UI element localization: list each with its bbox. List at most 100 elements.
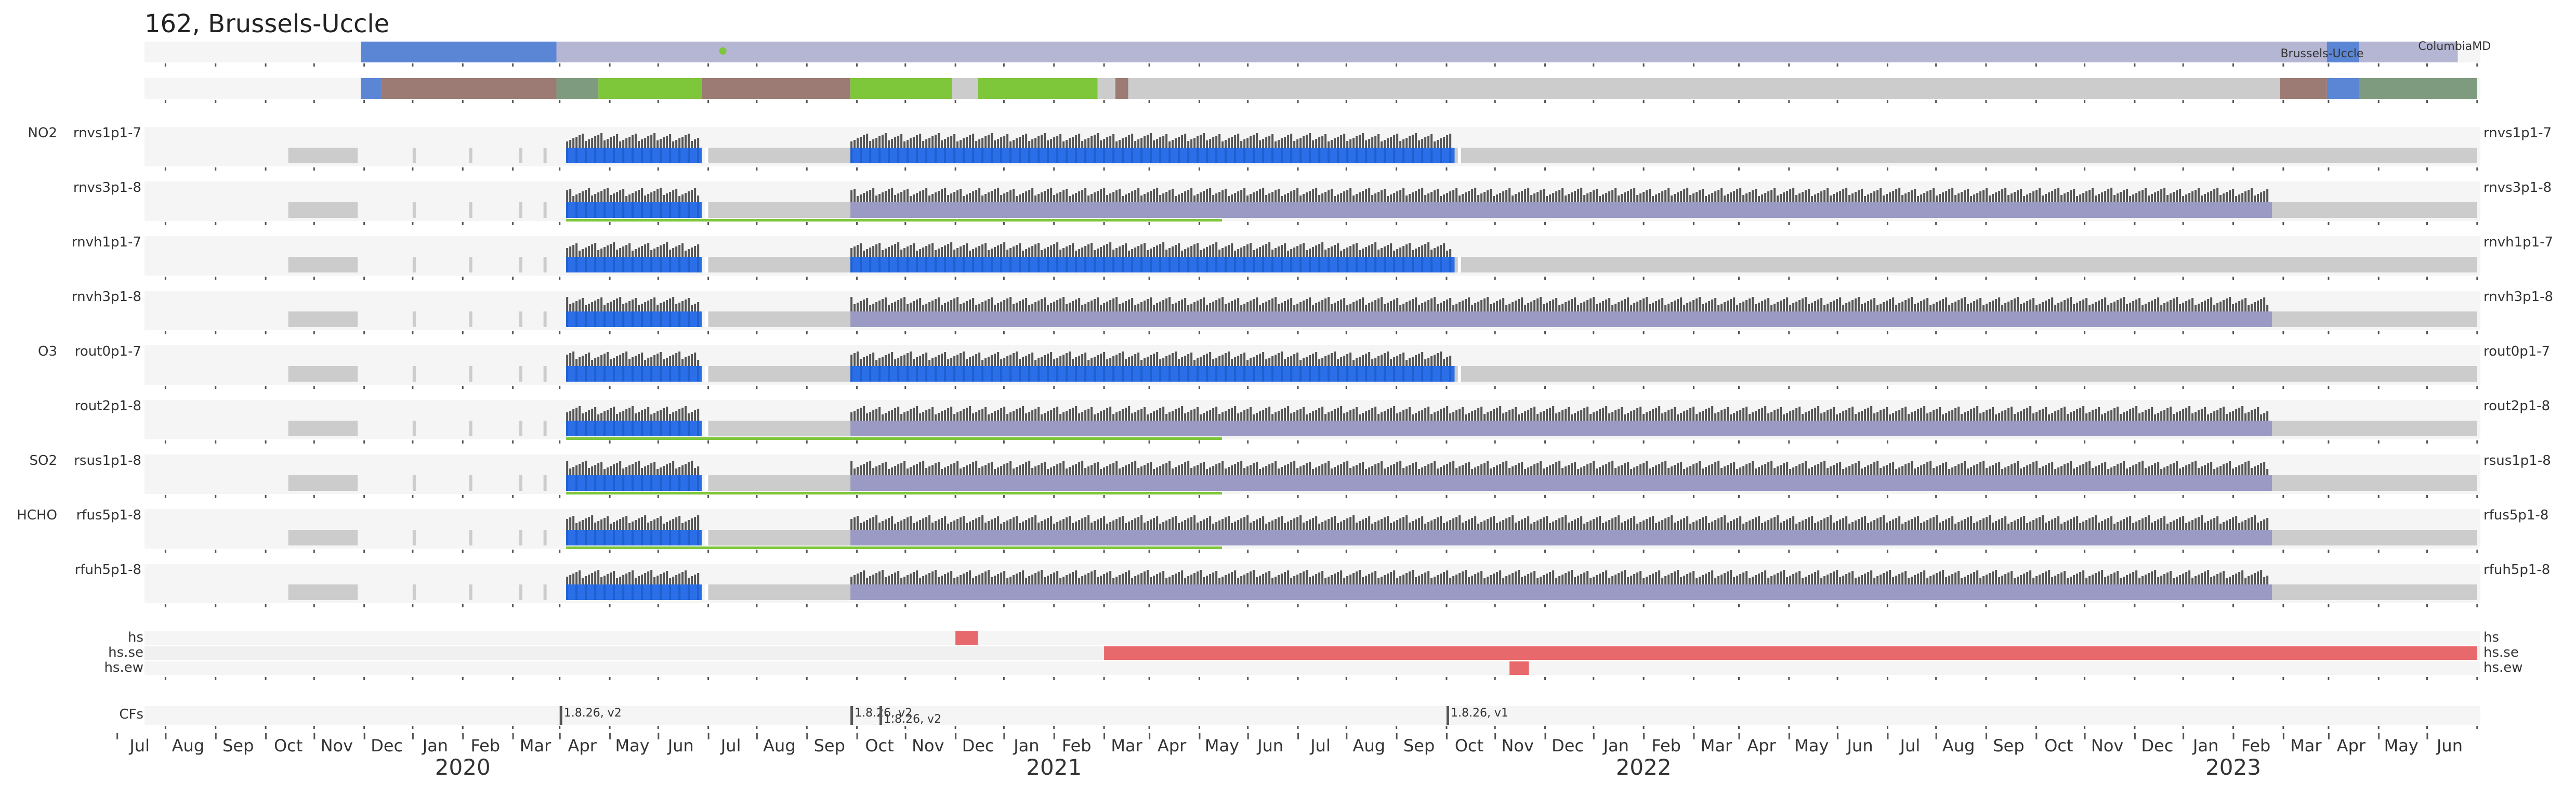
measurement-bar [1390, 572, 1392, 584]
measurement-bar [1914, 411, 1916, 421]
measurement-bar [991, 462, 993, 475]
measurement-bar [1271, 463, 1274, 475]
measurement-bar [1168, 248, 1171, 257]
measurement-band [850, 475, 2272, 491]
measurement-bar [866, 462, 869, 475]
measurement-bar [1290, 148, 1293, 163]
measurement-bar [1031, 304, 1034, 311]
measurement-bar [1976, 406, 1979, 421]
measurement-bar [2076, 574, 2079, 584]
measurement-bar [897, 407, 900, 421]
measurement-bar [1443, 194, 1445, 202]
measurement-bar [910, 245, 912, 257]
measurement-bar [1858, 461, 1860, 475]
measurement-bar [1851, 300, 1854, 311]
measurement-bar [669, 366, 672, 382]
measurement-bar [2073, 468, 2075, 475]
month-tick [1593, 167, 1595, 171]
measurement-bar [656, 518, 659, 530]
measurement-bar [566, 584, 569, 600]
measurement-bar [1193, 244, 1196, 257]
measurement-bar [1343, 578, 1346, 584]
measurement-bar [1421, 303, 1424, 311]
measurement-bar [1009, 461, 1012, 475]
measurement-bar [1568, 407, 1570, 421]
measurement-bar [1474, 188, 1477, 202]
measurement-bar [685, 406, 687, 421]
measurement-bar [1833, 301, 1835, 311]
month-tick [2282, 63, 2284, 67]
month-tick [1445, 277, 1448, 280]
measurement-bar [572, 467, 575, 475]
measurement-bar [641, 139, 643, 148]
measurement-bar [1178, 465, 1180, 475]
measurement-bar [1499, 570, 1502, 584]
measurement-bar [1034, 138, 1037, 148]
measurement-bar [1134, 141, 1137, 148]
measurement-bar [1340, 251, 1343, 257]
measurement-bar [866, 520, 869, 530]
measurement-bar [579, 135, 581, 148]
month-tick [215, 550, 217, 553]
measurement-bar [2201, 302, 2203, 311]
measurement-bar [1914, 517, 1916, 530]
measurement-bar [1250, 407, 1252, 421]
measurement-bar [2026, 523, 2029, 530]
measurement-bar [878, 301, 881, 311]
measurement-bar [566, 366, 569, 382]
measurement-bar [644, 302, 647, 311]
month-tick [2182, 440, 2184, 444]
measurement-bar [1826, 468, 1829, 475]
measurement-bar [1689, 195, 1692, 202]
measurement-bar [1371, 524, 1374, 530]
measurement-bar [1512, 302, 1514, 311]
measurement-bar [1165, 356, 1168, 366]
measurement-bar [1312, 469, 1315, 475]
axis-tick [1837, 733, 1839, 739]
measurement-bar [1979, 413, 1982, 421]
measurement-bar [922, 576, 925, 584]
measurement-bar [1259, 354, 1261, 366]
measurement-bar [1284, 243, 1286, 257]
measurement-bar [1306, 192, 1308, 202]
measurement-bar [1315, 467, 1318, 475]
measurement-bar [1112, 298, 1115, 311]
measurement-bar [1159, 137, 1162, 148]
measurement-bar [1546, 196, 1548, 202]
measurement-bar [2201, 573, 2203, 584]
month-tick [215, 604, 217, 607]
measurement-bar [2045, 571, 2047, 584]
measurement-bar [607, 245, 609, 257]
measurement-bar [875, 196, 878, 202]
measurement-bar [2026, 572, 2029, 584]
measurement-bar [1122, 148, 1124, 163]
measurement-bar [944, 410, 947, 421]
measurement-bar [938, 297, 940, 311]
measurement-bar [672, 355, 675, 366]
measurement-bar [960, 517, 962, 530]
measurement-bar [1642, 298, 1645, 311]
measurement-bar [1013, 353, 1015, 366]
measurement-bar [1144, 571, 1146, 584]
measurement-bar [697, 138, 700, 148]
axis-tick [512, 733, 514, 739]
measurement-bar [2054, 411, 2057, 421]
measurement-bar [1343, 191, 1346, 202]
measurement-bar [1493, 409, 1495, 421]
measurement-bar [1312, 305, 1315, 311]
measurement-bar [1190, 468, 1193, 475]
measurement-bar [1000, 366, 1003, 382]
measurement-bar [1081, 248, 1084, 257]
measurement-bar [1303, 571, 1305, 584]
reference-line [566, 492, 1222, 494]
measurement-bar [675, 353, 678, 366]
month-tick [462, 167, 464, 171]
measurement-bar [2051, 519, 2054, 530]
availability-bar [412, 366, 416, 382]
measurement-bar [2101, 299, 2104, 311]
measurement-bar [903, 412, 906, 421]
month-tick [2476, 222, 2478, 225]
measurement-bar [1178, 523, 1180, 530]
measurement-bar [1075, 522, 1077, 530]
measurement-bar [925, 148, 928, 163]
